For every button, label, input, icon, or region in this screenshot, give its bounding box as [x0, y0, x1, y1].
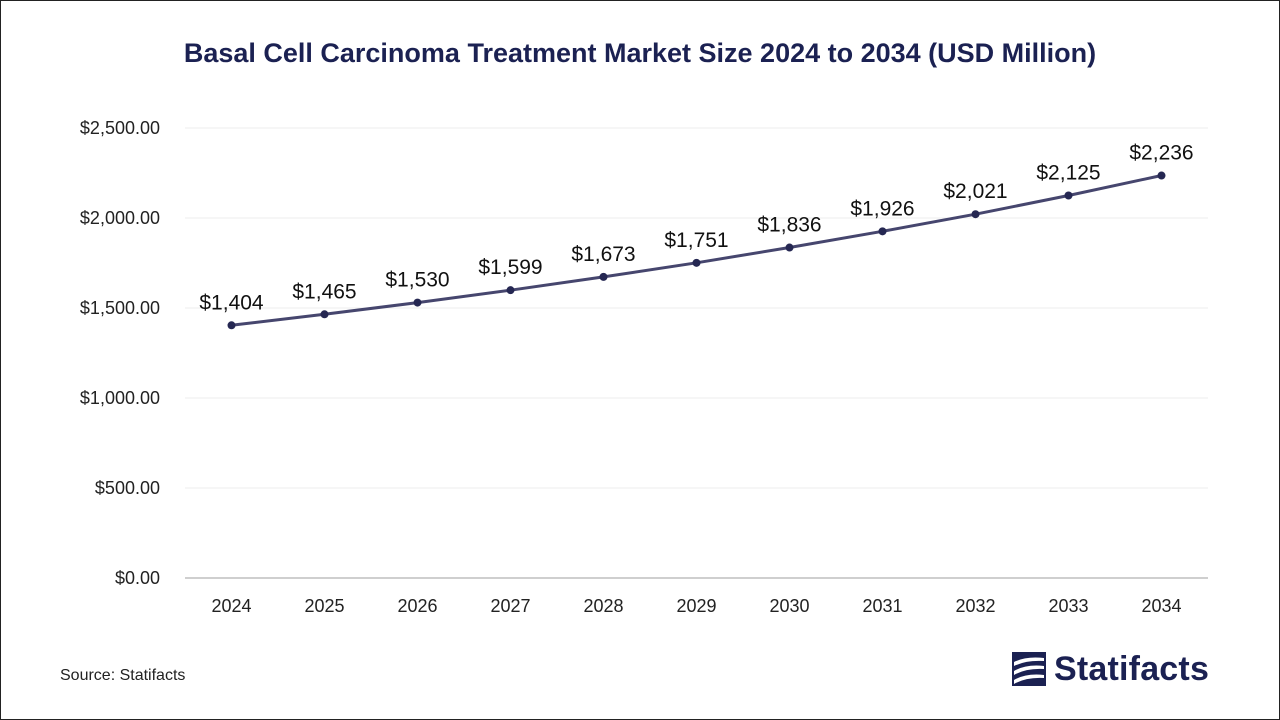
data-label: $1,926: [850, 197, 914, 220]
x-tick-label: 2032: [955, 596, 995, 616]
y-tick-label: $0.00: [115, 568, 160, 588]
data-point: [971, 210, 980, 219]
y-tick-label: $1,500.00: [80, 298, 160, 318]
statifacts-logo-icon: [1012, 651, 1046, 686]
data-point: [878, 227, 887, 236]
x-tick-label: 2030: [769, 596, 809, 616]
data-point: [1064, 191, 1073, 200]
x-tick-label: 2025: [304, 596, 344, 616]
axes: $0.00 $500.00 $1,000.00 $1,500.00 $2,000.00 $…: [80, 118, 1208, 616]
data-point: [692, 258, 701, 267]
data-label: $2,021: [943, 180, 1007, 203]
data-label: $2,236: [1129, 142, 1193, 165]
data-label: $1,673: [571, 243, 635, 266]
logo-text: Statifacts: [1054, 650, 1210, 688]
y-tick-label: $2,000.00: [80, 208, 160, 228]
data-labels: $1,404 $1,465 $1,530 $1,599 $1,673 $1,751 $1,8…: [199, 142, 1193, 315]
x-tick-label: 2033: [1048, 596, 1088, 616]
data-point: [599, 272, 608, 281]
data-label: $1,530: [385, 269, 449, 292]
x-tick-label: 2027: [490, 596, 530, 616]
x-tick-label: 2028: [583, 596, 623, 616]
data-point: [1157, 171, 1166, 180]
x-tick-label: 2026: [397, 596, 437, 616]
data-point: [227, 321, 236, 330]
statifacts-logo: Statifacts: [1012, 650, 1209, 689]
gridlines: [185, 127, 1208, 489]
chart-title: Basal Cell Carcinoma Treatment Market Si…: [183, 38, 1097, 68]
data-point: [785, 243, 794, 252]
data-label: $1,465: [292, 280, 356, 303]
x-tick-label: 2024: [211, 596, 251, 616]
y-tick-label: $500.00: [95, 478, 160, 498]
data-label: $1,404: [199, 291, 264, 314]
data-point: [320, 310, 329, 319]
y-tick-label: $1,000.00: [80, 388, 160, 408]
x-tick-label: 2029: [676, 596, 716, 616]
x-tick-label: 2031: [862, 596, 902, 616]
source-note: Source: Statifacts: [60, 667, 186, 684]
data-point: [506, 286, 515, 295]
data-label: $1,836: [757, 214, 821, 237]
data-points: [227, 171, 1166, 330]
data-label: $1,599: [478, 256, 542, 279]
data-point: [413, 298, 422, 307]
x-tick-label: 2034: [1141, 596, 1181, 616]
data-label: $1,751: [664, 229, 728, 252]
y-tick-label: $2,500.00: [80, 118, 160, 138]
data-label: $2,125: [1036, 162, 1100, 185]
